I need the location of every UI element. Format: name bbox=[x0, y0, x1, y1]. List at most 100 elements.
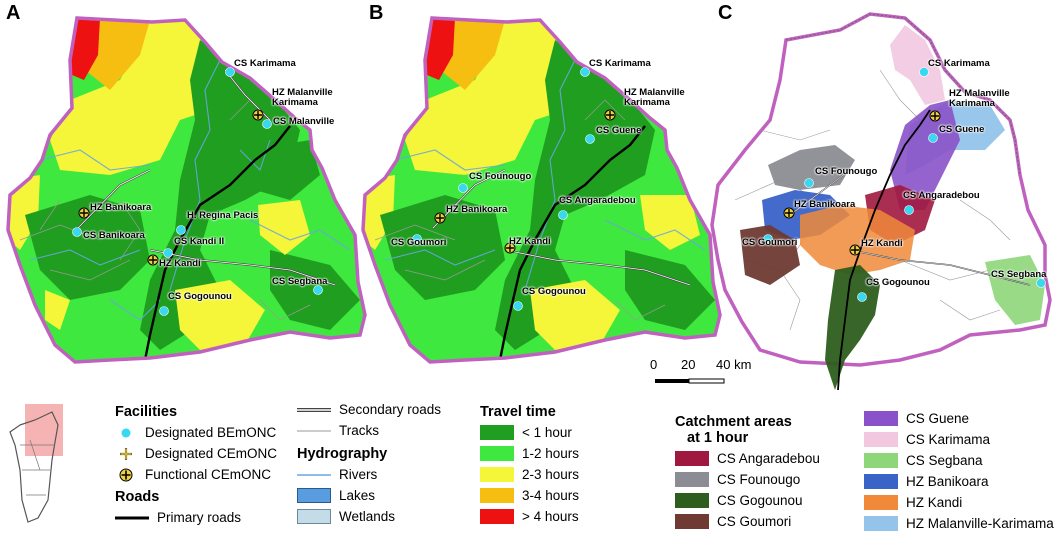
catchment-item: HZ Kandi bbox=[864, 492, 1054, 513]
legend-item-designated-cemonc: Designated CEmONC bbox=[115, 443, 277, 464]
place-label: CS Founougo bbox=[815, 166, 878, 177]
functional-cemonc-icon bbox=[147, 253, 159, 266]
travel-time-label: > 4 hours bbox=[522, 509, 579, 524]
travel-time-swatch bbox=[480, 509, 514, 524]
travel-time-label: 2-3 hours bbox=[522, 467, 580, 482]
panel-label-a: A bbox=[6, 2, 21, 24]
legend-catchment-title: Catchment areas at 1 hour bbox=[675, 414, 792, 446]
wetland-swatch bbox=[297, 509, 331, 524]
catchment-label: CS Segbana bbox=[906, 453, 983, 468]
legend-roads-hydro: Secondary roads Tracks Hydrography River… bbox=[297, 399, 441, 527]
map-panel-a bbox=[6, 16, 367, 364]
place-label: HZ Kandi bbox=[861, 238, 903, 249]
functional-cemonc-icon bbox=[604, 108, 616, 121]
travel-time-item: 1-2 hours bbox=[480, 443, 579, 464]
legend-item-rivers: Rivers bbox=[297, 464, 441, 485]
place-label: CS Karimama bbox=[589, 58, 651, 69]
functional-cemonc-icon bbox=[434, 211, 446, 224]
legend-item-tracks: Tracks bbox=[297, 420, 441, 441]
bemonc-dot-icon bbox=[557, 208, 569, 220]
legend-catchment-areas-col2: CS Guene CS Karimama CS Segbana HZ Banikoar… bbox=[864, 408, 1054, 534]
travel-time-swatch bbox=[480, 467, 514, 482]
place-label: CS Segbana bbox=[991, 269, 1047, 280]
catchment-label: HZ Kandi bbox=[906, 495, 963, 510]
bemonc-dot-icon bbox=[1035, 276, 1047, 288]
place-label: CS Goumori bbox=[391, 237, 447, 248]
catchment-swatch bbox=[675, 472, 709, 487]
travel-time-label: < 1 hour bbox=[522, 425, 572, 440]
inset-map bbox=[9, 404, 63, 523]
place-label: HZ Kandi bbox=[509, 236, 551, 247]
bemonc-dot-icon bbox=[762, 232, 774, 244]
bemonc-dot-icon bbox=[903, 203, 915, 215]
place-label: CS Founougo bbox=[469, 171, 532, 182]
catchment-swatch bbox=[675, 493, 709, 508]
place-label: HZ Malanville Karimama bbox=[624, 87, 685, 108]
place-label: CS Guene bbox=[596, 125, 642, 136]
place-label: HZ Banikoara bbox=[90, 202, 152, 213]
catchment-label: CS Karimama bbox=[906, 432, 991, 447]
place-label: CS Kandi II bbox=[174, 236, 225, 247]
legend-item-bemonc: Designated BEmONC bbox=[115, 422, 277, 443]
catchment-label: CS Gogounou bbox=[717, 493, 803, 508]
bemonc-dot-icon bbox=[584, 132, 596, 144]
place-label: CS Karimama bbox=[234, 58, 296, 69]
place-label: CS Gogounou bbox=[168, 291, 232, 302]
catchment-label: CS Angaradebou bbox=[717, 451, 820, 466]
place-label: CS Gogounou bbox=[866, 277, 930, 288]
catchment-swatch bbox=[675, 451, 709, 466]
catchment-swatch bbox=[864, 411, 898, 426]
bemonc-dot-icon bbox=[162, 246, 174, 258]
legend-hydrography-title: Hydrography bbox=[297, 446, 388, 462]
primary-road-icon bbox=[115, 510, 149, 525]
bemonc-dot-icon bbox=[115, 425, 137, 440]
catchment-item: HZ Banikoara bbox=[864, 471, 1054, 492]
bemonc-dot-icon bbox=[457, 181, 469, 193]
bemonc-dot-icon bbox=[512, 299, 524, 311]
travel-time-label: 3-4 hours bbox=[522, 488, 580, 503]
travel-time-swatch bbox=[480, 446, 514, 461]
bemonc-dot-icon bbox=[224, 65, 236, 77]
travel-time-swatch bbox=[480, 488, 514, 503]
catchment-item: CS Goumori bbox=[675, 511, 820, 532]
river-icon bbox=[297, 467, 331, 482]
catchment-item: CS Guene bbox=[864, 408, 1054, 429]
legend-travel-time-title: Travel time bbox=[480, 404, 556, 420]
functional-cemonc-icon bbox=[849, 243, 861, 256]
track-icon bbox=[297, 423, 331, 438]
map-panel-b bbox=[361, 16, 722, 364]
legend-catchment-areas: Catchment areas at 1 hour CS Angaradebou… bbox=[675, 414, 820, 532]
legend-item-lakes: Lakes bbox=[297, 485, 441, 506]
catchment-label: HZ Banikoara bbox=[906, 474, 989, 489]
functional-cemonc-icon bbox=[78, 206, 90, 219]
bemonc-dot-icon bbox=[918, 65, 930, 77]
legend-item-wetlands: Wetlands bbox=[297, 506, 441, 527]
catchment-item: HZ Malanville-Karimama bbox=[864, 513, 1054, 534]
catchment-item: CS Angaradebou bbox=[675, 448, 820, 469]
catchment-label: CS Goumori bbox=[717, 514, 792, 529]
travel-time-item: > 4 hours bbox=[480, 506, 579, 527]
designated-cemonc-cross-icon bbox=[115, 446, 137, 461]
legend-facilities-title: Facilities bbox=[115, 404, 178, 420]
map-panel-c bbox=[710, 12, 1052, 391]
place-label: CS Angaradebou bbox=[559, 195, 636, 206]
catchment-label: CS Founougo bbox=[717, 472, 801, 487]
scale-label-0: 0 bbox=[650, 357, 658, 372]
place-label: CS Goumori bbox=[742, 237, 798, 248]
place-label: HZ Banikoara bbox=[446, 204, 508, 215]
functional-cemonc-icon bbox=[783, 206, 795, 219]
scale-bar bbox=[655, 378, 725, 384]
functional-cemonc-icon bbox=[929, 109, 941, 122]
scale-label-20: 20 bbox=[681, 357, 696, 372]
legend-travel-time: Travel time < 1 hour 1-2 hours 2-3 hours 3-… bbox=[480, 404, 579, 527]
legend-facilities: Facilities Designated BEmONC Designated … bbox=[115, 404, 277, 528]
place-label: HZ Kandi bbox=[159, 258, 201, 269]
catchment-swatch bbox=[864, 453, 898, 468]
place-label: CS Banikoara bbox=[83, 230, 145, 241]
travel-time-item: 2-3 hours bbox=[480, 464, 579, 485]
place-label: H. Regina Pacis bbox=[187, 210, 259, 221]
place-label: CS Angaradebou bbox=[903, 190, 980, 201]
functional-cemonc-icon bbox=[115, 467, 137, 482]
travel-time-label: 1-2 hours bbox=[522, 446, 580, 461]
catchment-swatch bbox=[864, 474, 898, 489]
